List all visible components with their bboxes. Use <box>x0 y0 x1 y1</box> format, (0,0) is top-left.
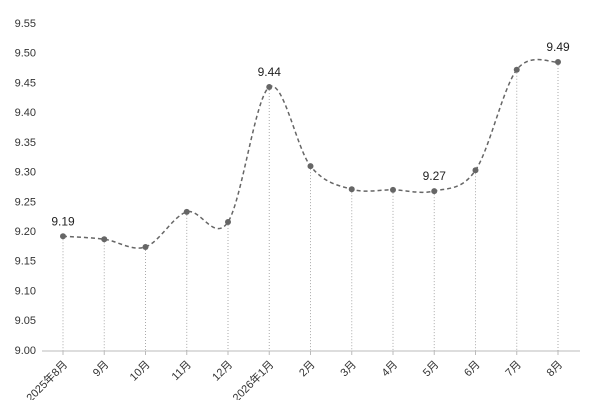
y-tick-label: 9.25 <box>15 196 36 208</box>
point <box>60 233 66 240</box>
y-tick-label: 9.20 <box>15 226 36 238</box>
line-series <box>62 58 559 249</box>
x-tick-label: 3月 <box>338 359 359 380</box>
x-tick-label: 5月 <box>421 359 442 380</box>
x-tick-label: 2026年1月 <box>229 357 276 400</box>
x-tick-label: 11月 <box>170 359 194 383</box>
y-tick-label: 9.15 <box>15 256 36 268</box>
y-tick-label: 9.05 <box>15 315 36 327</box>
point <box>555 59 561 66</box>
x-tick-label: 9月 <box>91 359 112 380</box>
y-tick-label: 9.10 <box>15 285 36 297</box>
data-label: 9.49 <box>546 40 570 54</box>
data-label: 9.44 <box>258 65 282 79</box>
data-label: 9.19 <box>51 214 75 228</box>
y-tick-label: 9.50 <box>15 48 36 60</box>
y-tick-label: 9.45 <box>15 77 36 89</box>
point <box>101 236 108 243</box>
point <box>142 243 149 250</box>
x-tick-label: 4月 <box>380 359 401 380</box>
point <box>307 163 314 170</box>
x-tick-label: 8月 <box>545 359 566 380</box>
x-tick-label: 10月 <box>128 359 153 384</box>
y-tick-label: 9.40 <box>15 107 36 119</box>
point <box>390 186 396 193</box>
x-tick-label: 6月 <box>462 359 483 380</box>
x-tick-label: 2月 <box>297 359 318 380</box>
x-tick-label: 12月 <box>210 359 235 384</box>
point <box>513 66 520 73</box>
point <box>183 208 190 215</box>
point <box>472 167 479 174</box>
y-tick-label: 9.30 <box>15 167 36 179</box>
point <box>431 188 438 195</box>
point <box>225 218 231 225</box>
point <box>266 84 273 91</box>
y-tick-label: 9.00 <box>15 345 36 357</box>
y-tick-label: 9.55 <box>15 18 36 30</box>
data-label: 9.27 <box>423 169 447 183</box>
y-tick-label: 9.35 <box>15 137 36 149</box>
point <box>348 186 355 193</box>
x-tick-label: 7月 <box>503 359 524 380</box>
x-tick-label: 2025年8月 <box>23 357 70 400</box>
